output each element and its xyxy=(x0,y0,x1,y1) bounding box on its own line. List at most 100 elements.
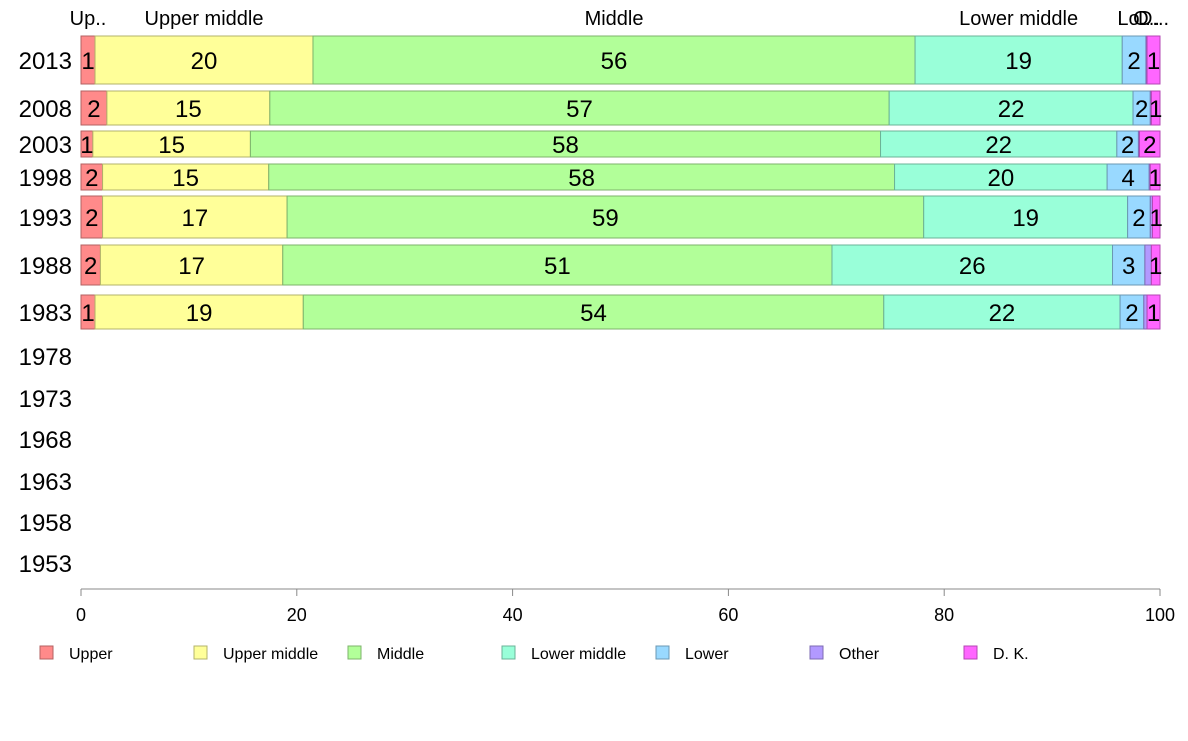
segment-value-label: 51 xyxy=(544,253,571,280)
bar-segment xyxy=(1151,195,1161,239)
legend-label: Lower middle xyxy=(531,646,626,663)
legend-swatch xyxy=(809,645,824,660)
segment-value-label: 1 xyxy=(1149,253,1162,280)
segment-value-label: 20 xyxy=(987,165,1014,192)
segment-value-label: 15 xyxy=(172,165,199,192)
segment-value-label: 54 xyxy=(580,300,607,327)
bar-segment xyxy=(94,294,304,330)
year-label: 1983 xyxy=(19,300,72,327)
segment-value-label: 56 xyxy=(601,48,628,75)
top-segment-label: Upper middle xyxy=(145,8,264,30)
bar-segment xyxy=(888,90,1134,126)
segment-value-label: 19 xyxy=(1005,48,1032,75)
x-tick-label: 40 xyxy=(503,605,523,625)
year-label: 1998 xyxy=(19,165,72,192)
year-label: 2013 xyxy=(19,48,72,75)
segment-value-label: 57 xyxy=(566,96,593,123)
segment-value-label: 2 xyxy=(1121,132,1134,159)
x-tick-label: 20 xyxy=(287,605,307,625)
top-segment-label: Middle xyxy=(585,8,644,30)
segment-value-label: 26 xyxy=(959,253,986,280)
segment-value-label: 2 xyxy=(1125,300,1138,327)
year-label: 1953 xyxy=(19,551,72,578)
bar-segment xyxy=(269,90,890,126)
x-tick-label: 60 xyxy=(718,605,738,625)
segment-value-label: 2 xyxy=(85,165,98,192)
legend-label: Lower xyxy=(685,646,729,663)
segment-value-label: 58 xyxy=(552,132,579,159)
top-segment-label: D... xyxy=(1138,8,1169,30)
top-segment-label: O.. xyxy=(1133,8,1160,30)
year-tick-labels: 2013 2008 2003 1998 1993 1988 1983 1978 1973 1968… xyxy=(19,48,72,578)
x-tick-label: 0 xyxy=(76,605,86,625)
segment-value-label: 19 xyxy=(186,300,213,327)
bar-segment xyxy=(1146,35,1161,85)
segment-value-label: 15 xyxy=(158,132,185,159)
segment-value-label: 2 xyxy=(87,96,100,123)
segment-value-label: 1 xyxy=(1148,165,1161,192)
year-label: 1978 xyxy=(19,344,72,371)
top-segment-label: Lo.. xyxy=(1117,8,1150,30)
year-label: 1973 xyxy=(19,386,72,413)
segment-value-label: 2 xyxy=(85,205,98,232)
segment-value-label: 2 xyxy=(1132,205,1145,232)
bar-segment xyxy=(1106,163,1150,191)
bar-segment xyxy=(286,195,925,239)
legend-swatch xyxy=(193,645,208,660)
segment-value-label: 3 xyxy=(1122,253,1135,280)
segment-value-label: 2 xyxy=(1127,48,1140,75)
top-segment-label: Lower middle xyxy=(959,8,1078,30)
bar-segment xyxy=(1150,90,1161,126)
segment-value-label: 22 xyxy=(985,132,1012,159)
bar-segment xyxy=(94,35,314,85)
bar-segment xyxy=(92,130,251,158)
legend-label: Other xyxy=(839,646,880,663)
bar-segment xyxy=(302,294,885,330)
bars-group: 1 20 56 19 2 12 15 57 22 2 11 15 58 22 2 22 15 58 20 4 12 17 5… xyxy=(80,35,1163,330)
legend-swatch xyxy=(501,645,516,660)
year-label: 1958 xyxy=(19,510,72,537)
bar-segment xyxy=(1149,163,1161,191)
segment-value-label: 2 xyxy=(84,253,97,280)
segment-value-label: 1 xyxy=(1150,205,1163,232)
segment-value-label: 20 xyxy=(191,48,218,75)
legend-swatch xyxy=(963,645,978,660)
legend-label: Upper xyxy=(69,646,113,663)
segment-value-label: 1 xyxy=(80,132,93,159)
bar-segment xyxy=(99,244,284,286)
bar-segment xyxy=(1150,244,1161,286)
bar-segment xyxy=(1138,130,1161,158)
legend-swatch xyxy=(39,645,54,660)
legend-label: Middle xyxy=(377,646,424,663)
bar-segment xyxy=(894,163,1108,191)
bar-segment xyxy=(282,244,833,286)
bar-segment xyxy=(880,130,1118,158)
segment-value-label: 17 xyxy=(181,205,208,232)
bar-segment xyxy=(883,294,1121,330)
bar-segment xyxy=(102,163,270,191)
x-axis: 0 20 40 60 80 100 xyxy=(76,588,1175,625)
top-segment-label: Up.. xyxy=(70,8,107,30)
year-label: 1963 xyxy=(19,469,72,496)
segment-value-label: 1 xyxy=(1147,48,1160,75)
segment-value-label: 22 xyxy=(989,300,1016,327)
bar-segment xyxy=(914,35,1123,85)
segment-value-label: 22 xyxy=(998,96,1025,123)
segment-value-label: 19 xyxy=(1012,205,1039,232)
bar-segment xyxy=(312,35,916,85)
year-label: 2003 xyxy=(19,132,72,159)
bar-segment xyxy=(831,244,1114,286)
year-label: 1968 xyxy=(19,427,72,454)
legend-swatch xyxy=(655,645,670,660)
year-label: 1993 xyxy=(19,205,72,232)
legend-swatch xyxy=(347,645,362,660)
segment-value-label: 59 xyxy=(592,205,619,232)
segment-value-label: 1 xyxy=(81,300,94,327)
bar-segment xyxy=(1146,294,1161,330)
top-segment-labels: Up.. Upper middle Middle Lower middle Lo..O.… xyxy=(70,8,1169,30)
segment-value-label: 15 xyxy=(175,96,202,123)
segment-value-label: 2 xyxy=(1143,132,1156,159)
legend-label: D. K. xyxy=(993,646,1029,663)
